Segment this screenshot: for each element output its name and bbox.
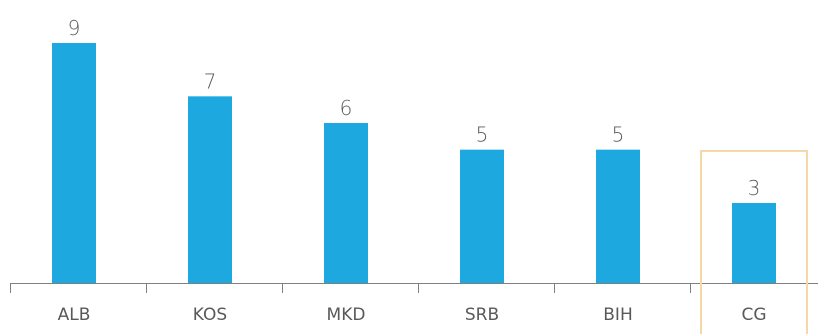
x-tick-labels-group: ALB KOS MKD SRB BIH CG <box>58 305 767 325</box>
value-label-bih: 5 <box>612 123 625 147</box>
bars-group <box>52 43 776 283</box>
highlight-box <box>700 150 808 334</box>
value-label-alb: 9 <box>68 16 81 40</box>
value-label-kos: 7 <box>204 69 217 93</box>
x-tick-label-mkd: MKD <box>327 305 366 325</box>
value-labels-group: 9 7 6 5 5 3 <box>68 16 761 200</box>
x-tick-label-kos: KOS <box>193 305 227 325</box>
x-tick-label-bih: BIH <box>603 305 632 325</box>
bar-cg <box>732 203 776 283</box>
bar-kos <box>188 96 232 283</box>
bar-alb <box>52 43 96 283</box>
bar-bih <box>596 149 640 283</box>
bar-srb <box>460 149 504 283</box>
x-tick-label-alb: ALB <box>58 305 91 325</box>
x-tick-label-cg: CG <box>741 305 766 325</box>
value-label-cg: 3 <box>748 176 761 200</box>
x-tick-label-srb: SRB <box>465 305 499 325</box>
bar-mkd <box>324 123 368 283</box>
x-axis <box>10 283 818 293</box>
value-label-mkd: 6 <box>340 96 353 120</box>
value-label-srb: 5 <box>476 123 489 147</box>
